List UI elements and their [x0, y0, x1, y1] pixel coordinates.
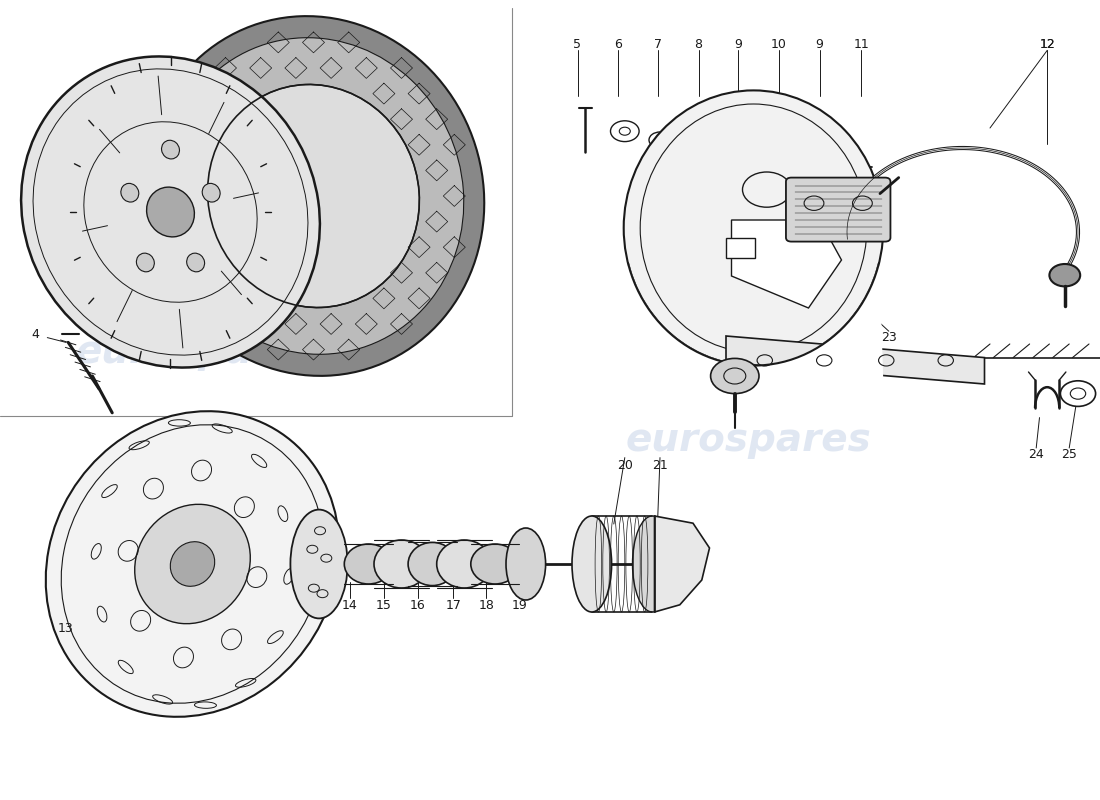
Ellipse shape — [624, 90, 883, 366]
Ellipse shape — [187, 253, 205, 272]
Ellipse shape — [21, 57, 320, 367]
Text: 24: 24 — [1028, 448, 1044, 461]
Text: 15: 15 — [376, 599, 392, 612]
Ellipse shape — [572, 516, 612, 612]
Text: 14: 14 — [342, 599, 358, 612]
Text: 12: 12 — [1040, 38, 1055, 50]
Polygon shape — [726, 336, 984, 384]
Text: 11: 11 — [854, 38, 869, 50]
Bar — [726, 238, 755, 258]
Ellipse shape — [408, 542, 456, 586]
Ellipse shape — [163, 38, 464, 354]
Ellipse shape — [437, 540, 492, 588]
Ellipse shape — [506, 528, 546, 600]
Text: 18: 18 — [478, 599, 494, 612]
Polygon shape — [732, 220, 842, 308]
Text: 21: 21 — [652, 459, 668, 472]
Ellipse shape — [374, 540, 429, 588]
Text: 12: 12 — [1040, 38, 1055, 50]
Circle shape — [1049, 264, 1080, 286]
Text: 1: 1 — [89, 184, 98, 197]
Text: 7: 7 — [653, 38, 662, 50]
Ellipse shape — [344, 544, 393, 584]
Ellipse shape — [162, 140, 179, 159]
Text: 20: 20 — [617, 459, 632, 472]
Text: 10: 10 — [771, 38, 786, 50]
Ellipse shape — [471, 544, 519, 584]
Text: 6: 6 — [614, 38, 623, 50]
Text: 16: 16 — [410, 599, 426, 612]
Circle shape — [711, 358, 759, 394]
Text: 22: 22 — [843, 331, 858, 344]
Polygon shape — [654, 516, 710, 612]
Text: eurospares: eurospares — [75, 333, 321, 371]
Ellipse shape — [170, 542, 214, 586]
Text: eurospares: eurospares — [625, 421, 871, 459]
Ellipse shape — [121, 183, 139, 202]
Ellipse shape — [632, 516, 672, 612]
Ellipse shape — [46, 411, 339, 717]
Text: 9: 9 — [734, 38, 742, 50]
Ellipse shape — [134, 504, 251, 624]
Ellipse shape — [202, 183, 220, 202]
Ellipse shape — [143, 16, 484, 376]
Text: 17: 17 — [446, 599, 461, 612]
Text: 8: 8 — [694, 38, 703, 50]
Text: 19: 19 — [512, 599, 527, 612]
Ellipse shape — [290, 510, 348, 618]
Text: 23: 23 — [881, 331, 896, 344]
Text: 5: 5 — [573, 38, 582, 50]
Polygon shape — [624, 264, 883, 404]
Ellipse shape — [146, 187, 195, 237]
FancyBboxPatch shape — [785, 178, 891, 242]
Text: 9: 9 — [815, 38, 824, 50]
Ellipse shape — [208, 85, 419, 307]
Ellipse shape — [136, 253, 154, 272]
Text: 4: 4 — [31, 328, 40, 341]
Text: 25: 25 — [1062, 448, 1077, 461]
Text: 13: 13 — [58, 622, 74, 634]
Text: 2: 2 — [120, 208, 129, 221]
